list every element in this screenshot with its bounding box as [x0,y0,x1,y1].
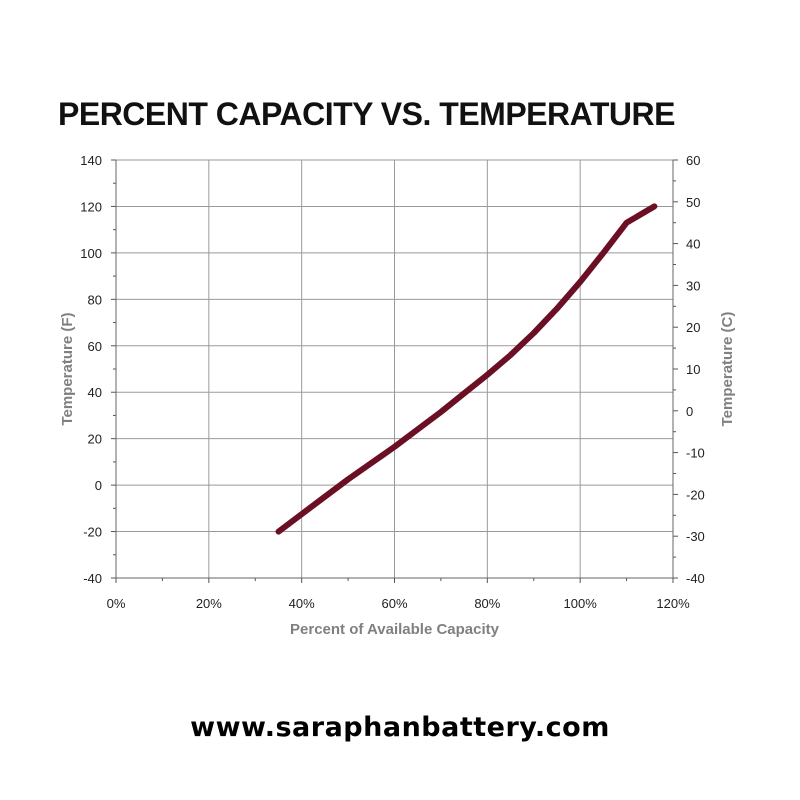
y-tick-label-right: -30 [686,529,705,544]
y-tick-label-right: -10 [686,446,705,461]
y-axis-title-right: Temperature (C) [719,312,736,427]
y-tick-label-left: 140 [80,153,102,168]
capacity-temperature-curve [275,203,658,535]
y-tick-label-left: 100 [80,246,102,261]
y-tick-label-left: 0 [95,478,102,493]
x-tick-label: 120% [656,596,690,611]
y-tick-label-right: 60 [686,153,700,168]
y-axis-title-left: Temperature (F) [59,312,76,425]
grid-lines [115,159,674,579]
y-tick-label-left: 120 [80,199,102,214]
y-tick-label-right: -20 [686,487,705,502]
y-tick-label-left: 80 [88,292,102,307]
y-tick-label-right: 30 [686,278,700,293]
y-tick-label-left: -40 [83,571,102,586]
y-tick-label-left: 60 [88,339,102,354]
x-axis-title: Percent of Available Capacity [290,621,500,638]
chart-title: PERCENT CAPACITY VS. TEMPERATURE [58,96,675,132]
x-tick-label: 80% [474,596,500,611]
y-tick-label-right: 10 [686,362,700,377]
x-tick-label: 100% [564,596,598,611]
y-tick-label-right: 0 [686,404,693,419]
axes [111,159,678,583]
y-tick-label-left: 40 [88,385,102,400]
x-tick-label: 0% [107,596,126,611]
y-tick-label-left: -20 [83,525,102,540]
y-tick-label-right: 20 [686,320,700,335]
y-tick-label-right: 50 [686,195,700,210]
series-layer [275,203,658,535]
footer-website-url: www.saraphanbattery.com [190,712,610,743]
x-tick-label: 60% [381,596,407,611]
y-tick-label-left: 20 [88,432,102,447]
y-tick-label-right: -40 [686,571,705,586]
x-tick-label: 20% [196,596,222,611]
x-tick-label: 40% [289,596,315,611]
tick-labels: 0% 20% 40% 60% 80% 100% 120%-40-20020406080100… [80,153,705,611]
y-tick-label-right: 40 [686,237,700,252]
